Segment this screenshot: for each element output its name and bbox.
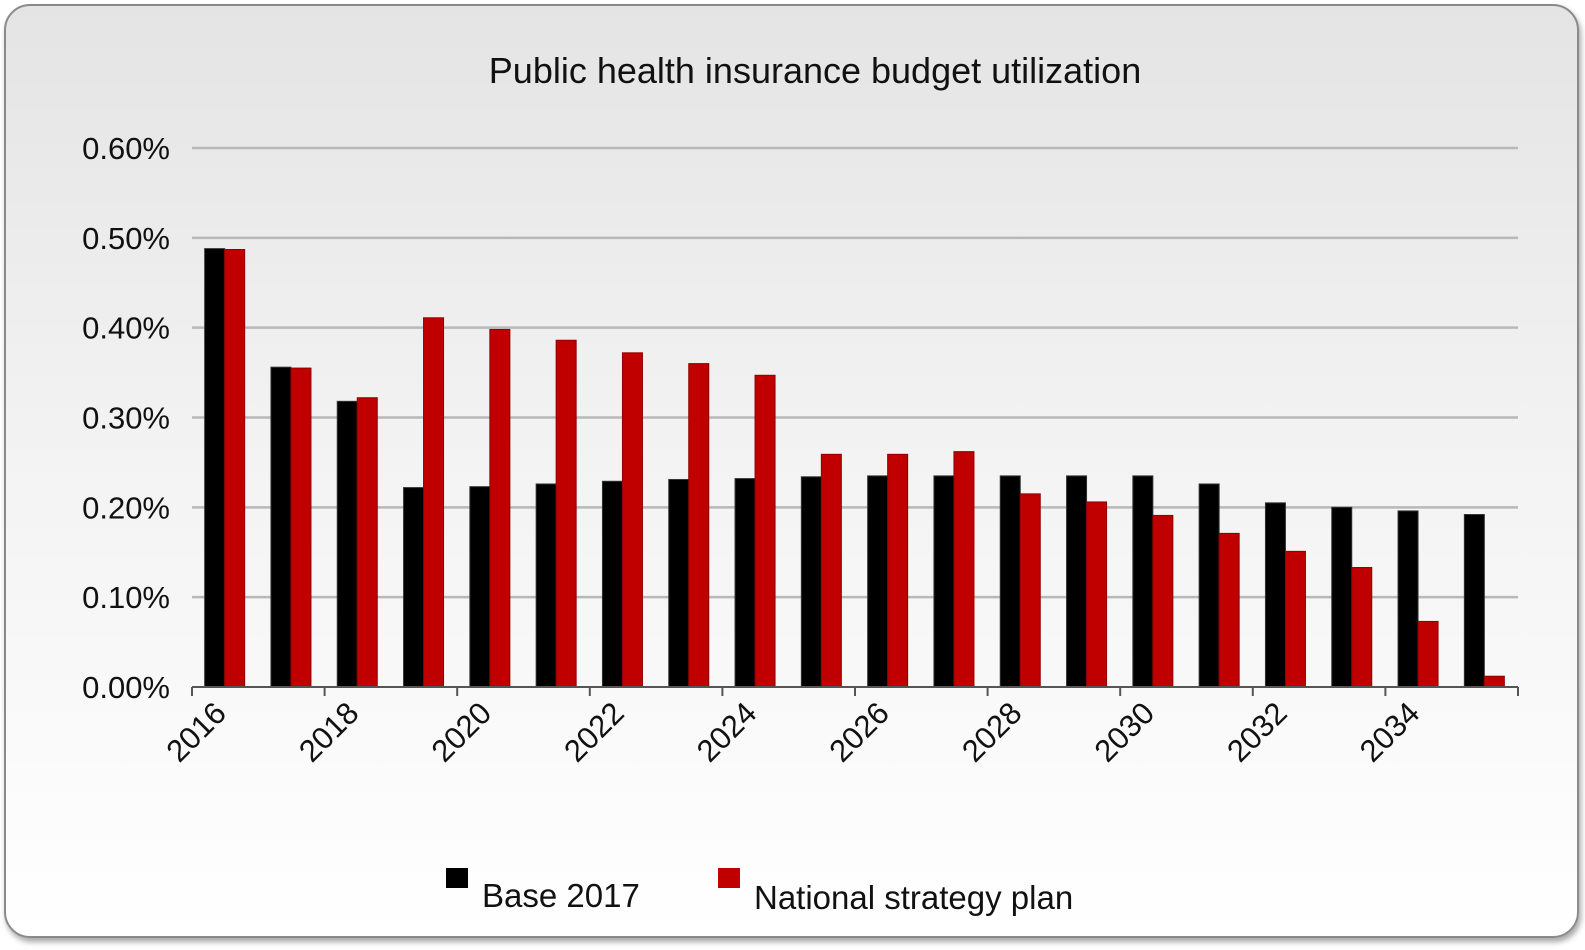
bar-national-strategy-plan-2034 (1417, 620, 1439, 688)
x-axis-ticks: 2016 2018 2020 2022 2024 2026 2028 2030 2032 2034 (159, 695, 1426, 769)
x-tick-label: 2022 (557, 695, 631, 769)
bar-base-2017-2024 (734, 478, 756, 688)
legend: Base 2017 National strategy plan (446, 868, 1073, 916)
bar-national-strategy-plan-2022 (621, 352, 643, 688)
bar-national-strategy-plan-2024 (754, 374, 776, 688)
x-tick-label: 2034 (1353, 695, 1427, 769)
x-tick-label: 2028 (955, 695, 1029, 769)
bar-base-2017-2022 (601, 480, 623, 688)
bar-national-strategy-plan-2030 (1152, 514, 1174, 688)
legend-label-base-2017: Base 2017 (482, 877, 640, 914)
bar-national-strategy-plan-2027 (953, 451, 975, 688)
bar-base-2017-2031 (1198, 483, 1220, 688)
bar-base-2017-2028 (999, 475, 1021, 688)
bar-base-2017-2018 (336, 400, 358, 688)
x-axis (191, 686, 1519, 696)
bars (204, 248, 1505, 688)
bar-national-strategy-plan-2017 (290, 367, 312, 688)
x-tick-label: 2032 (1220, 695, 1294, 769)
x-tick-label: 2020 (425, 695, 499, 769)
bar-national-strategy-plan-2032 (1284, 550, 1306, 688)
chart-frame (4, 4, 1579, 938)
y-tick-label: 0.10% (82, 580, 170, 615)
chart-title: Public health insurance budget utilizati… (489, 50, 1141, 91)
bar-national-strategy-plan-2016 (224, 249, 246, 688)
x-tick-label: 2024 (690, 695, 764, 769)
bar-base-2017-2023 (668, 478, 690, 688)
bar-base-2017-2020 (469, 486, 491, 688)
bar-base-2017-2017 (270, 366, 292, 688)
bar-base-2017-2027 (933, 475, 955, 688)
y-tick-label: 0.20% (82, 490, 170, 525)
y-axis-ticks: 0.00% 0.10% 0.20% 0.30% 0.40% 0.50% 0.60% (82, 131, 170, 705)
bar-national-strategy-plan-2021 (555, 339, 577, 688)
bar-base-2017-2034 (1397, 510, 1419, 688)
legend-label-national-strategy-plan: National strategy plan (754, 879, 1073, 916)
bar-base-2017-2032 (1264, 502, 1286, 688)
x-tick-label: 2030 (1088, 695, 1162, 769)
y-tick-label: 0.00% (82, 670, 170, 705)
bar-national-strategy-plan-2029 (1086, 501, 1108, 688)
bar-national-strategy-plan-2020 (489, 328, 511, 688)
legend-swatch-national-strategy-plan (718, 868, 740, 888)
bar-national-strategy-plan-2019 (423, 317, 445, 688)
y-tick-label: 0.50% (82, 221, 170, 256)
bar-base-2017-2021 (535, 483, 557, 688)
bar-national-strategy-plan-2031 (1218, 532, 1240, 688)
bar-base-2017-2035 (1463, 514, 1485, 688)
x-tick-label: 2018 (292, 695, 366, 769)
bar-base-2017-2016 (204, 248, 226, 688)
x-tick-label: 2026 (822, 695, 896, 769)
bar-base-2017-2029 (1066, 475, 1088, 688)
bar-national-strategy-plan-2023 (688, 363, 710, 688)
y-tick-label: 0.30% (82, 401, 170, 436)
bar-base-2017-2019 (403, 487, 425, 688)
bar-national-strategy-plan-2025 (820, 453, 842, 688)
y-tick-label: 0.60% (82, 131, 170, 166)
bar-base-2017-2026 (867, 475, 889, 688)
bar-national-strategy-plan-2026 (887, 453, 909, 688)
bar-base-2017-2025 (800, 476, 822, 688)
y-tick-label: 0.40% (82, 311, 170, 346)
bar-base-2017-2030 (1132, 475, 1154, 688)
x-tick-label: 2016 (159, 695, 233, 769)
bar-national-strategy-plan-2035 (1483, 675, 1505, 688)
bar-national-strategy-plan-2028 (1019, 493, 1041, 688)
gridlines (192, 146, 1518, 599)
bar-national-strategy-plan-2033 (1351, 567, 1373, 688)
bar-national-strategy-plan-2018 (356, 397, 378, 688)
legend-swatch-base-2017 (446, 868, 468, 888)
bar-base-2017-2033 (1331, 506, 1353, 688)
